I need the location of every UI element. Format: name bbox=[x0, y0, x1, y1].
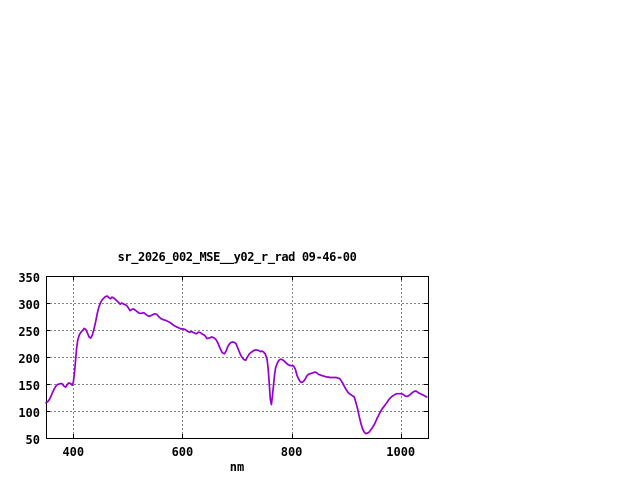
y-tick-label: 150 bbox=[18, 379, 40, 393]
x-tick-label: 600 bbox=[171, 445, 194, 459]
y-tick-label: 50 bbox=[25, 433, 40, 447]
chart-title: sr_2026_002_MSE__y02_r_rad 09-46-00 bbox=[117, 250, 357, 264]
spectrum-line bbox=[45, 295, 428, 435]
x-tick-label: 1000 bbox=[386, 445, 416, 459]
y-tick-label: 200 bbox=[18, 352, 40, 366]
y-tick-label: 350 bbox=[18, 271, 40, 285]
y-tick-label: 250 bbox=[18, 325, 40, 339]
y-tick-label: 300 bbox=[18, 298, 40, 312]
x-axis-label: nm bbox=[229, 460, 245, 474]
x-tick-label: 400 bbox=[62, 445, 85, 459]
y-tick-label: 100 bbox=[18, 406, 40, 420]
x-tick-label: 800 bbox=[280, 445, 303, 459]
